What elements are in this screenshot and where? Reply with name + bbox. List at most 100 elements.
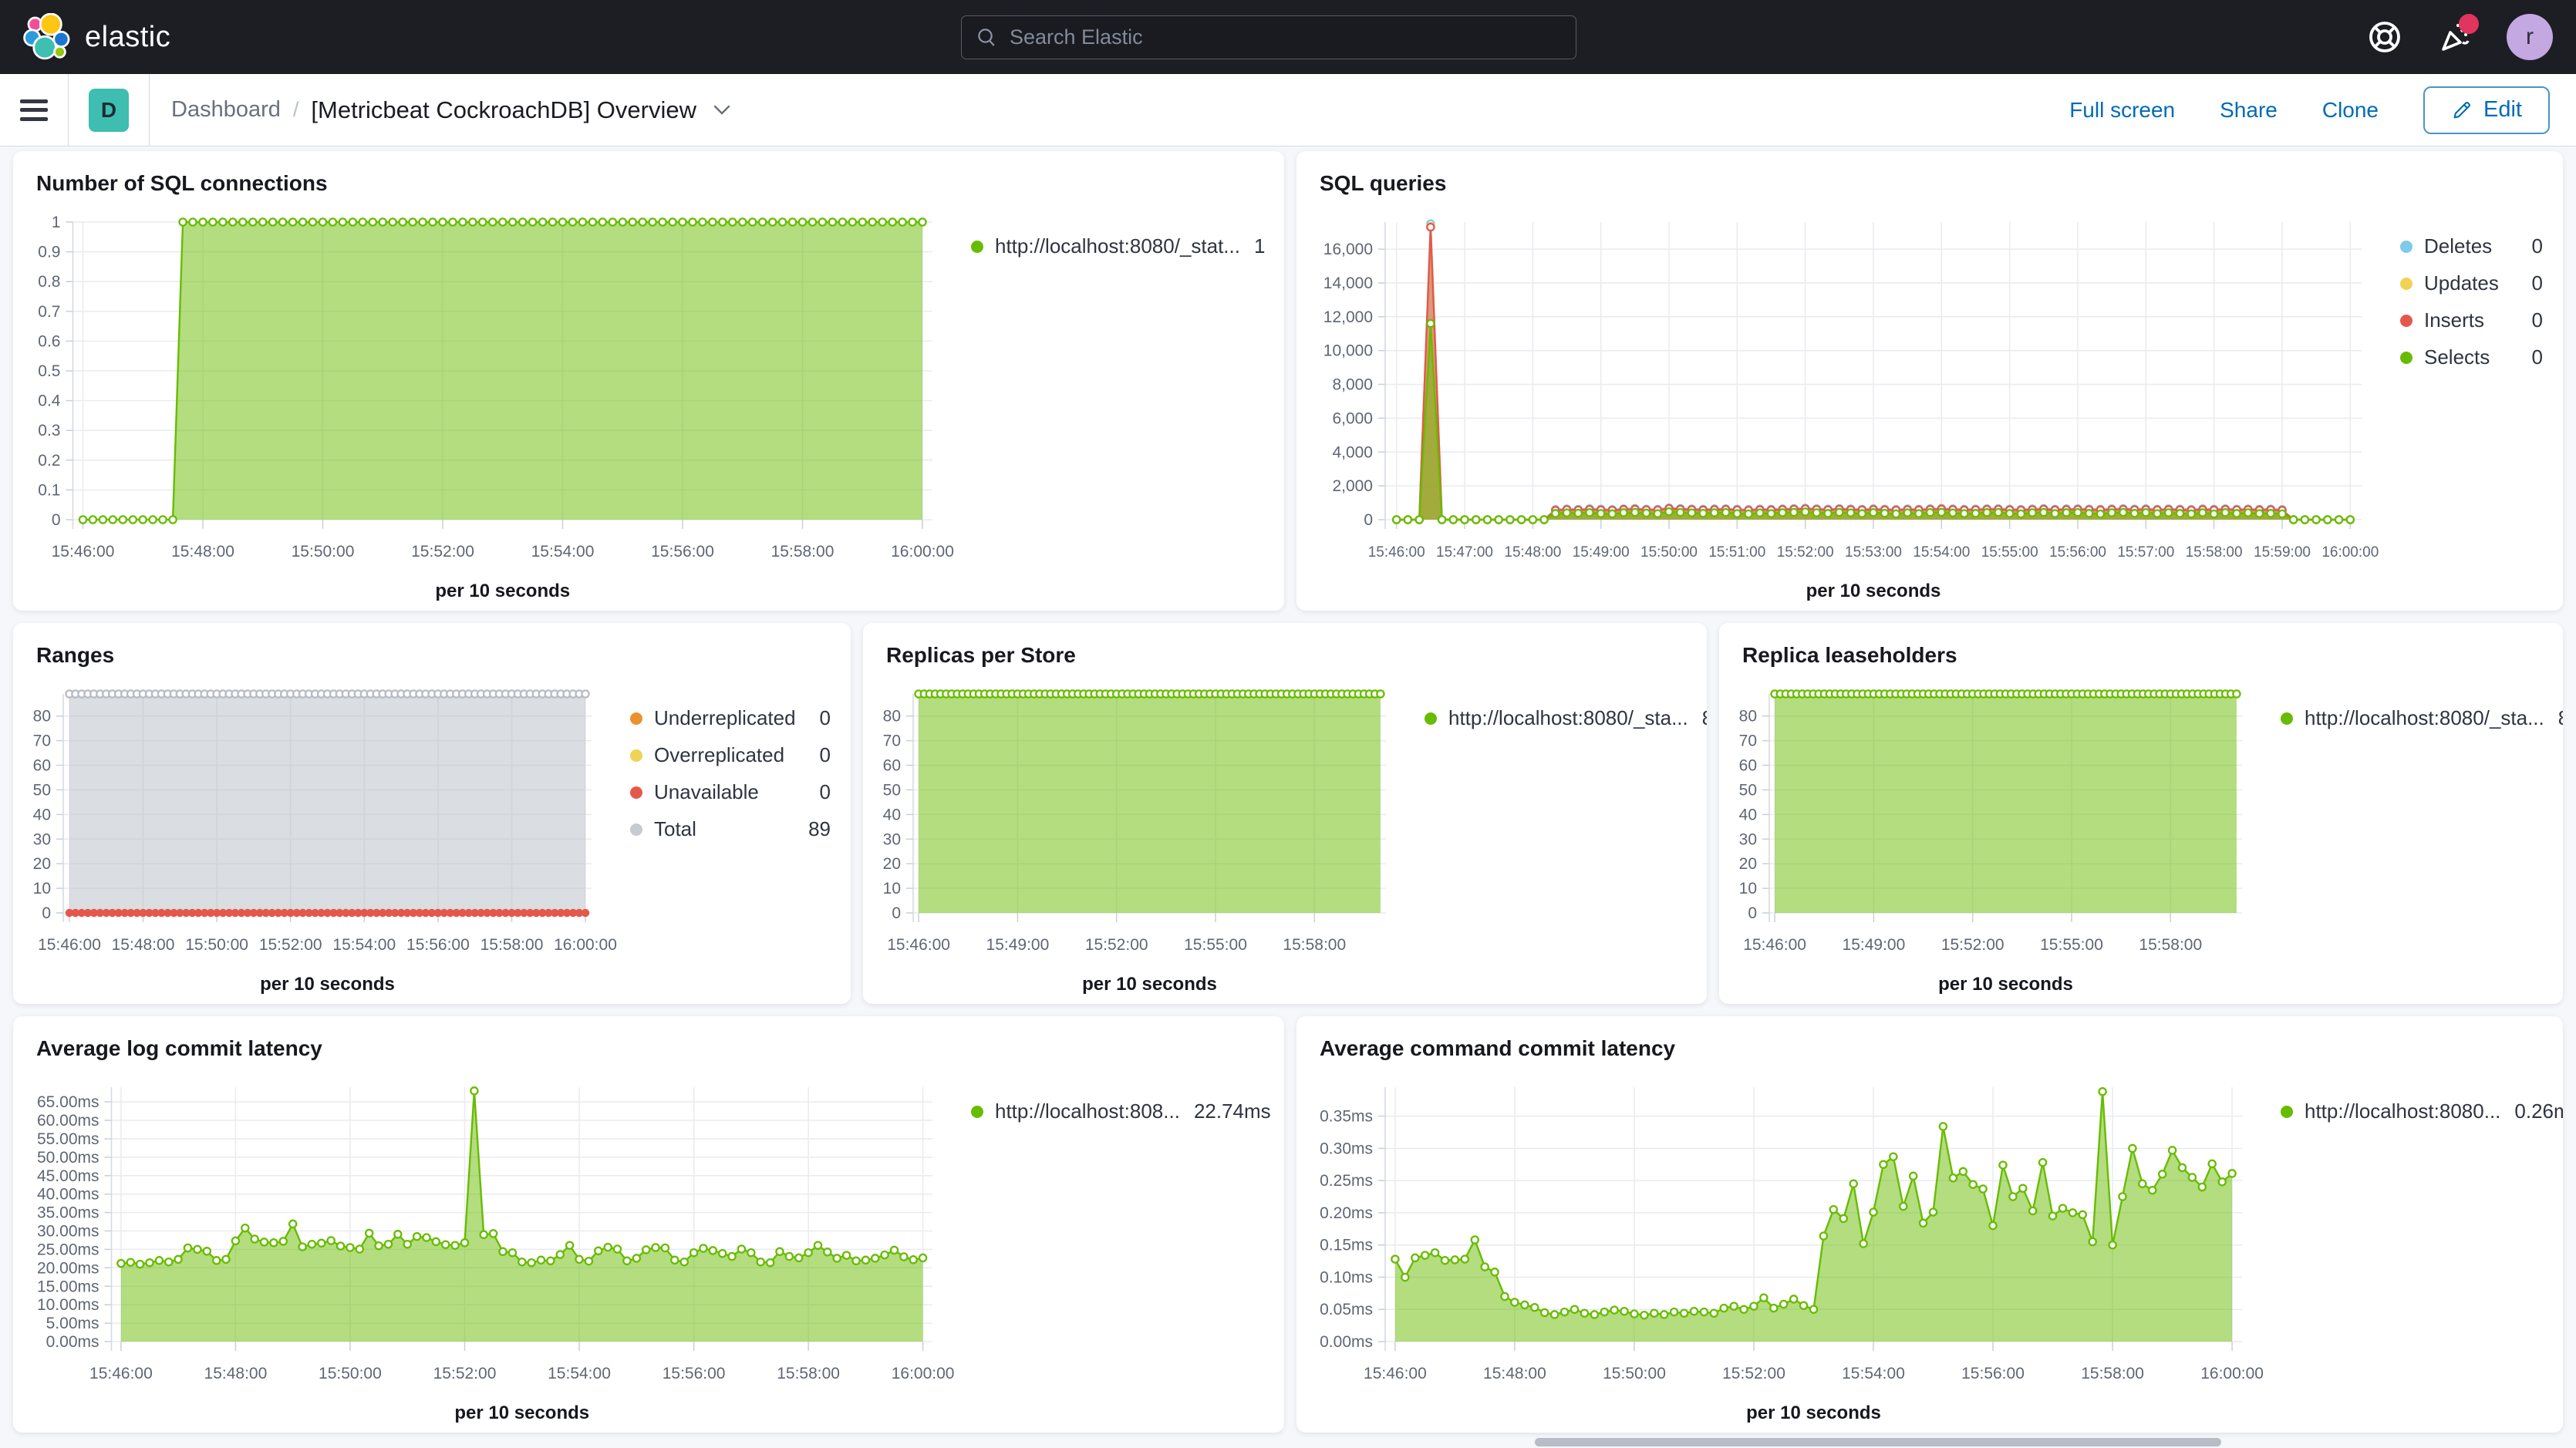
- svg-text:0.20ms: 0.20ms: [1320, 1204, 1373, 1222]
- svg-text:15:46:00: 15:46:00: [89, 1365, 153, 1382]
- chart-number-of-sql-connections[interactable]: 00.10.20.30.40.50.60.70.80.9115:46:0015:…: [13, 200, 968, 611]
- svg-text:0: 0: [1364, 511, 1373, 529]
- svg-text:0.35ms: 0.35ms: [1320, 1108, 1373, 1126]
- svg-text:0.25ms: 0.25ms: [1320, 1172, 1373, 1190]
- legend-label: Selects: [2424, 345, 2490, 369]
- chart-average-command-commit-latency[interactable]: 0.00ms0.05ms0.10ms0.15ms0.20ms0.25ms0.30…: [1296, 1066, 2278, 1433]
- svg-text:15:50:00: 15:50:00: [319, 1365, 382, 1382]
- svg-text:15:49:00: 15:49:00: [986, 936, 1050, 954]
- help-button[interactable]: [2365, 17, 2405, 57]
- svg-text:8,000: 8,000: [1332, 376, 1373, 394]
- svg-text:0.15ms: 0.15ms: [1320, 1237, 1373, 1254]
- avatar-initial: r: [2526, 24, 2534, 50]
- svg-text:65.00ms: 65.00ms: [37, 1093, 99, 1111]
- svg-text:per 10 seconds: per 10 seconds: [1806, 581, 1941, 601]
- svg-text:15:59:00: 15:59:00: [2254, 544, 2311, 561]
- svg-text:80: 80: [883, 708, 901, 726]
- space-badge[interactable]: D: [89, 89, 129, 132]
- svg-text:15:52:00: 15:52:00: [411, 543, 474, 561]
- chart-replicas-per-store[interactable]: 0102030405060708015:46:0015:49:0015:52:0…: [863, 672, 1421, 1004]
- svg-text:0.05ms: 0.05ms: [1320, 1301, 1373, 1318]
- full-screen-link[interactable]: Full screen: [2069, 98, 2175, 123]
- svg-text:0.00ms: 0.00ms: [1320, 1333, 1373, 1351]
- legend-item[interactable]: Overreplicated0: [630, 743, 831, 767]
- chart-sql-queries[interactable]: 02,0004,0006,0008,00010,00012,00014,0001…: [1296, 200, 2397, 611]
- panel-title[interactable]: Replica leaseholders: [1719, 623, 2563, 672]
- svg-text:10: 10: [33, 880, 51, 897]
- svg-text:10.00ms: 10.00ms: [37, 1296, 99, 1314]
- panel-title[interactable]: Replicas per Store: [863, 623, 1707, 672]
- nav-menu-button[interactable]: [0, 74, 68, 146]
- panel-title[interactable]: Average command commit latency: [1296, 1016, 2563, 1066]
- chart-ranges[interactable]: 0102030405060708015:46:0015:48:0015:50:0…: [13, 672, 627, 1004]
- svg-text:5.00ms: 5.00ms: [46, 1315, 99, 1332]
- svg-text:15:52:00: 15:52:00: [1941, 936, 2004, 954]
- svg-text:15:49:00: 15:49:00: [1843, 936, 1906, 954]
- panel-average-command-commit-latency: Average command commit latency 0.00ms 0.0…: [1296, 1016, 2563, 1433]
- breadcrumb-toolbar: D Dashboard / [Metricbeat CockroachDB] O…: [0, 74, 2576, 146]
- chart-replica-leaseholders[interactable]: 0102030405060708015:46:0015:49:0015:52:0…: [1719, 672, 2278, 1004]
- svg-text:40: 40: [33, 806, 51, 823]
- svg-text:0: 0: [52, 511, 61, 529]
- svg-text:55.00ms: 55.00ms: [37, 1130, 99, 1148]
- svg-text:15:46:00: 15:46:00: [1368, 544, 1425, 561]
- page-title[interactable]: [Metricbeat CockroachDB] Overview: [311, 96, 696, 124]
- legend-value: 89: [1688, 706, 1707, 730]
- newsfeed-button[interactable]: [2436, 17, 2476, 57]
- panel-title[interactable]: Average log commit latency: [13, 1016, 1284, 1066]
- svg-text:20: 20: [33, 855, 51, 873]
- edit-button[interactable]: Edit: [2423, 86, 2550, 134]
- share-link[interactable]: Share: [2220, 98, 2278, 123]
- search-input[interactable]: [1010, 25, 1562, 49]
- series-color-dot: [2400, 241, 2412, 253]
- user-avatar[interactable]: r: [2507, 14, 2553, 60]
- legend-item[interactable]: http://localhost:8080/_stat...1: [971, 234, 1264, 258]
- elastic-brand[interactable]: elastic: [23, 13, 170, 61]
- legend-item[interactable]: Selects0: [2400, 345, 2543, 369]
- svg-text:15:54:00: 15:54:00: [548, 1365, 611, 1382]
- breadcrumb-dashboard-link[interactable]: Dashboard: [171, 97, 281, 123]
- legend-label: Deletes: [2424, 234, 2492, 258]
- legend-value: 0: [2518, 271, 2543, 295]
- app-header: elastic: [0, 0, 2576, 74]
- svg-text:60: 60: [883, 757, 901, 775]
- global-search[interactable]: [961, 15, 1576, 59]
- svg-text:15:50:00: 15:50:00: [1640, 544, 1698, 561]
- svg-text:10: 10: [1739, 880, 1757, 897]
- svg-text:60: 60: [33, 757, 51, 775]
- chart-average-log-commit-latency[interactable]: 0.00ms5.00ms10.00ms15.00ms20.00ms25.00ms…: [13, 1066, 968, 1433]
- legend-item[interactable]: Unavailable0: [630, 780, 831, 804]
- horizontal-scrollbar[interactable]: [1535, 1438, 2221, 1446]
- legend-item[interactable]: http://localhost:8080/_sta...89: [2281, 706, 2543, 730]
- svg-text:40: 40: [1739, 806, 1757, 823]
- svg-text:15:56:00: 15:56:00: [2049, 544, 2106, 561]
- legend-item[interactable]: Total89: [630, 817, 831, 841]
- svg-text:0: 0: [892, 904, 901, 922]
- svg-text:15:48:00: 15:48:00: [112, 936, 175, 954]
- legend-item[interactable]: http://localhost:8080...0.26ms: [2281, 1099, 2543, 1123]
- series-color-dot: [2400, 315, 2412, 327]
- legend-item[interactable]: Deletes0: [2400, 234, 2543, 258]
- chart-legend: http://localhost:8080/_sta...89: [2278, 672, 2563, 1004]
- dashboard-picker-button[interactable]: [712, 103, 732, 117]
- legend-item[interactable]: http://localhost:8080/_sta...89: [1425, 706, 1687, 730]
- legend-value: 22.74ms: [1180, 1099, 1271, 1123]
- svg-text:15:52:00: 15:52:00: [1085, 936, 1148, 954]
- legend-item[interactable]: http://localhost:808...22.74ms: [971, 1099, 1264, 1123]
- panel-title[interactable]: SQL queries: [1296, 151, 2563, 200]
- legend-item[interactable]: Underreplicated0: [630, 706, 831, 730]
- svg-text:6,000: 6,000: [1332, 409, 1373, 427]
- svg-text:0.5: 0.5: [38, 362, 60, 380]
- svg-text:15:58:00: 15:58:00: [480, 936, 544, 954]
- svg-text:15:58:00: 15:58:00: [771, 543, 835, 561]
- svg-text:15:46:00: 15:46:00: [52, 543, 115, 561]
- legend-item[interactable]: Updates0: [2400, 271, 2543, 295]
- panel-title[interactable]: Number of SQL connections: [13, 151, 1284, 200]
- notification-dot: [2459, 14, 2479, 34]
- svg-text:0: 0: [42, 904, 51, 922]
- clone-link[interactable]: Clone: [2322, 98, 2379, 123]
- svg-text:per 10 seconds: per 10 seconds: [435, 581, 570, 601]
- legend-label: http://localhost:8080...: [2305, 1099, 2500, 1123]
- legend-item[interactable]: Inserts0: [2400, 308, 2543, 332]
- panel-title[interactable]: Ranges: [13, 623, 851, 672]
